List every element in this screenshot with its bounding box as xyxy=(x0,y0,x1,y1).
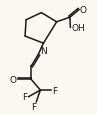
Text: F: F xyxy=(52,86,57,95)
Text: OH: OH xyxy=(71,24,85,33)
Text: F: F xyxy=(23,92,28,101)
Text: N: N xyxy=(40,46,47,55)
Text: F: F xyxy=(31,102,36,111)
Text: O: O xyxy=(80,6,87,15)
Text: O: O xyxy=(10,75,17,84)
